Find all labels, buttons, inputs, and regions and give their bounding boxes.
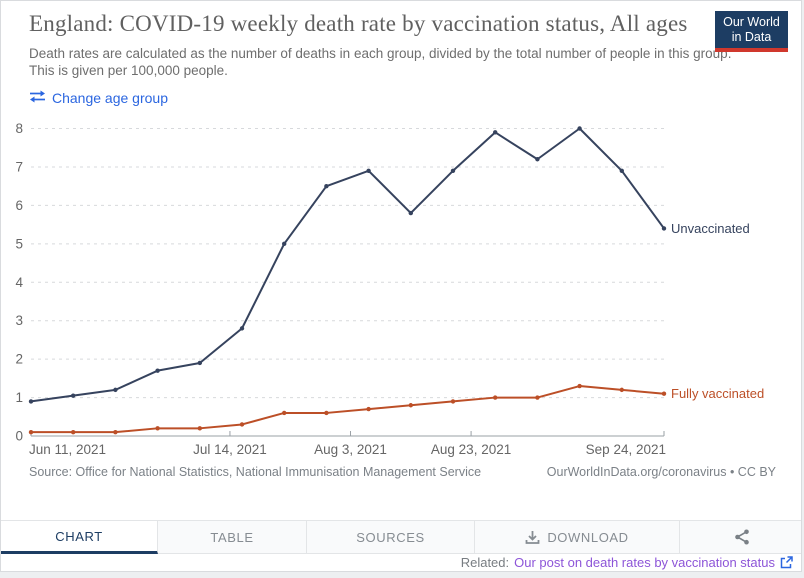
change-age-group-link[interactable]: Change age group	[29, 90, 168, 106]
svg-text:0: 0	[15, 429, 23, 444]
external-link-icon	[780, 556, 793, 569]
tab-table[interactable]: TABLE	[158, 521, 307, 554]
tab-bar: CHART TABLE SOURCES DOWNLOAD	[1, 520, 801, 554]
share-icon	[734, 529, 750, 545]
svg-text:Sep 24, 2021: Sep 24, 2021	[586, 442, 666, 457]
y-axis-labels: 0 1 2 3 4 5 6 7 8	[15, 121, 23, 444]
owid-logo-line1: Our World	[723, 15, 780, 29]
related-link[interactable]: Our post on death rates by vaccination s…	[514, 555, 775, 570]
tab-share[interactable]	[680, 521, 801, 554]
page-subtitle: Death rates are calculated as the number…	[29, 46, 732, 78]
svg-text:8: 8	[15, 121, 23, 136]
series-label: Unvaccinated	[671, 221, 750, 236]
owid-logo-line2: in Data	[731, 30, 772, 44]
related-prefix: Related:	[460, 555, 510, 570]
svg-text:2: 2	[15, 352, 23, 367]
tab-sources-label: SOURCES	[356, 529, 425, 545]
svg-text:Jul 14, 2021: Jul 14, 2021	[193, 442, 267, 457]
change-age-group-label: Change age group	[52, 90, 168, 106]
x-axis: Jun 11, 2021 Jul 14, 2021 Aug 3, 2021 Aug 2…	[29, 431, 666, 457]
swap-horizontal-icon	[29, 90, 46, 106]
svg-text:7: 7	[15, 159, 23, 174]
tab-chart-label: CHART	[55, 528, 103, 544]
y-gridlines	[31, 128, 664, 399]
death-rate-line-chart: 0 1 2 3 4 5 6 7 8 Jun 11, 2021 Jul 14, 2021 Aug 3, …	[15, 121, 764, 457]
svg-text:1: 1	[15, 390, 23, 405]
series-label: Fully vaccinated	[671, 386, 764, 401]
source-text: Source: Office for National Statistics, …	[29, 465, 482, 479]
series-fully-vaccinated: Fully vaccinated	[28, 383, 764, 435]
svg-text:3: 3	[15, 313, 23, 328]
download-icon	[525, 530, 540, 545]
svg-text:Jun 11, 2021: Jun 11, 2021	[29, 442, 106, 457]
owid-logo[interactable]: Our World in Data	[715, 11, 788, 52]
series-unvaccinated: Unvaccinated	[28, 126, 750, 404]
svg-text:4: 4	[15, 275, 23, 290]
tab-download[interactable]: DOWNLOAD	[475, 521, 680, 554]
tab-sources[interactable]: SOURCES	[307, 521, 475, 554]
svg-text:6: 6	[15, 198, 23, 213]
svg-text:Aug 3, 2021: Aug 3, 2021	[314, 442, 387, 457]
tab-download-label: DOWNLOAD	[547, 529, 629, 545]
tab-chart[interactable]: CHART	[1, 521, 158, 554]
svg-text:Aug 23, 2021: Aug 23, 2021	[431, 442, 511, 457]
related-row: Related: Our post on death rates by vacc…	[1, 553, 801, 571]
timeline: Jan 8, 2021 Sep 24, 2021	[1, 489, 801, 521]
page-title: England: COVID-19 weekly death rate by v…	[29, 11, 688, 36]
owid-logo-red-bar	[715, 48, 788, 52]
source-row: Source: Office for National Statistics, …	[29, 465, 776, 479]
svg-text:5: 5	[15, 236, 23, 251]
attribution-text: OurWorldInData.org/coronavirus • CC BY	[546, 465, 776, 479]
tab-table-label: TABLE	[210, 529, 254, 545]
